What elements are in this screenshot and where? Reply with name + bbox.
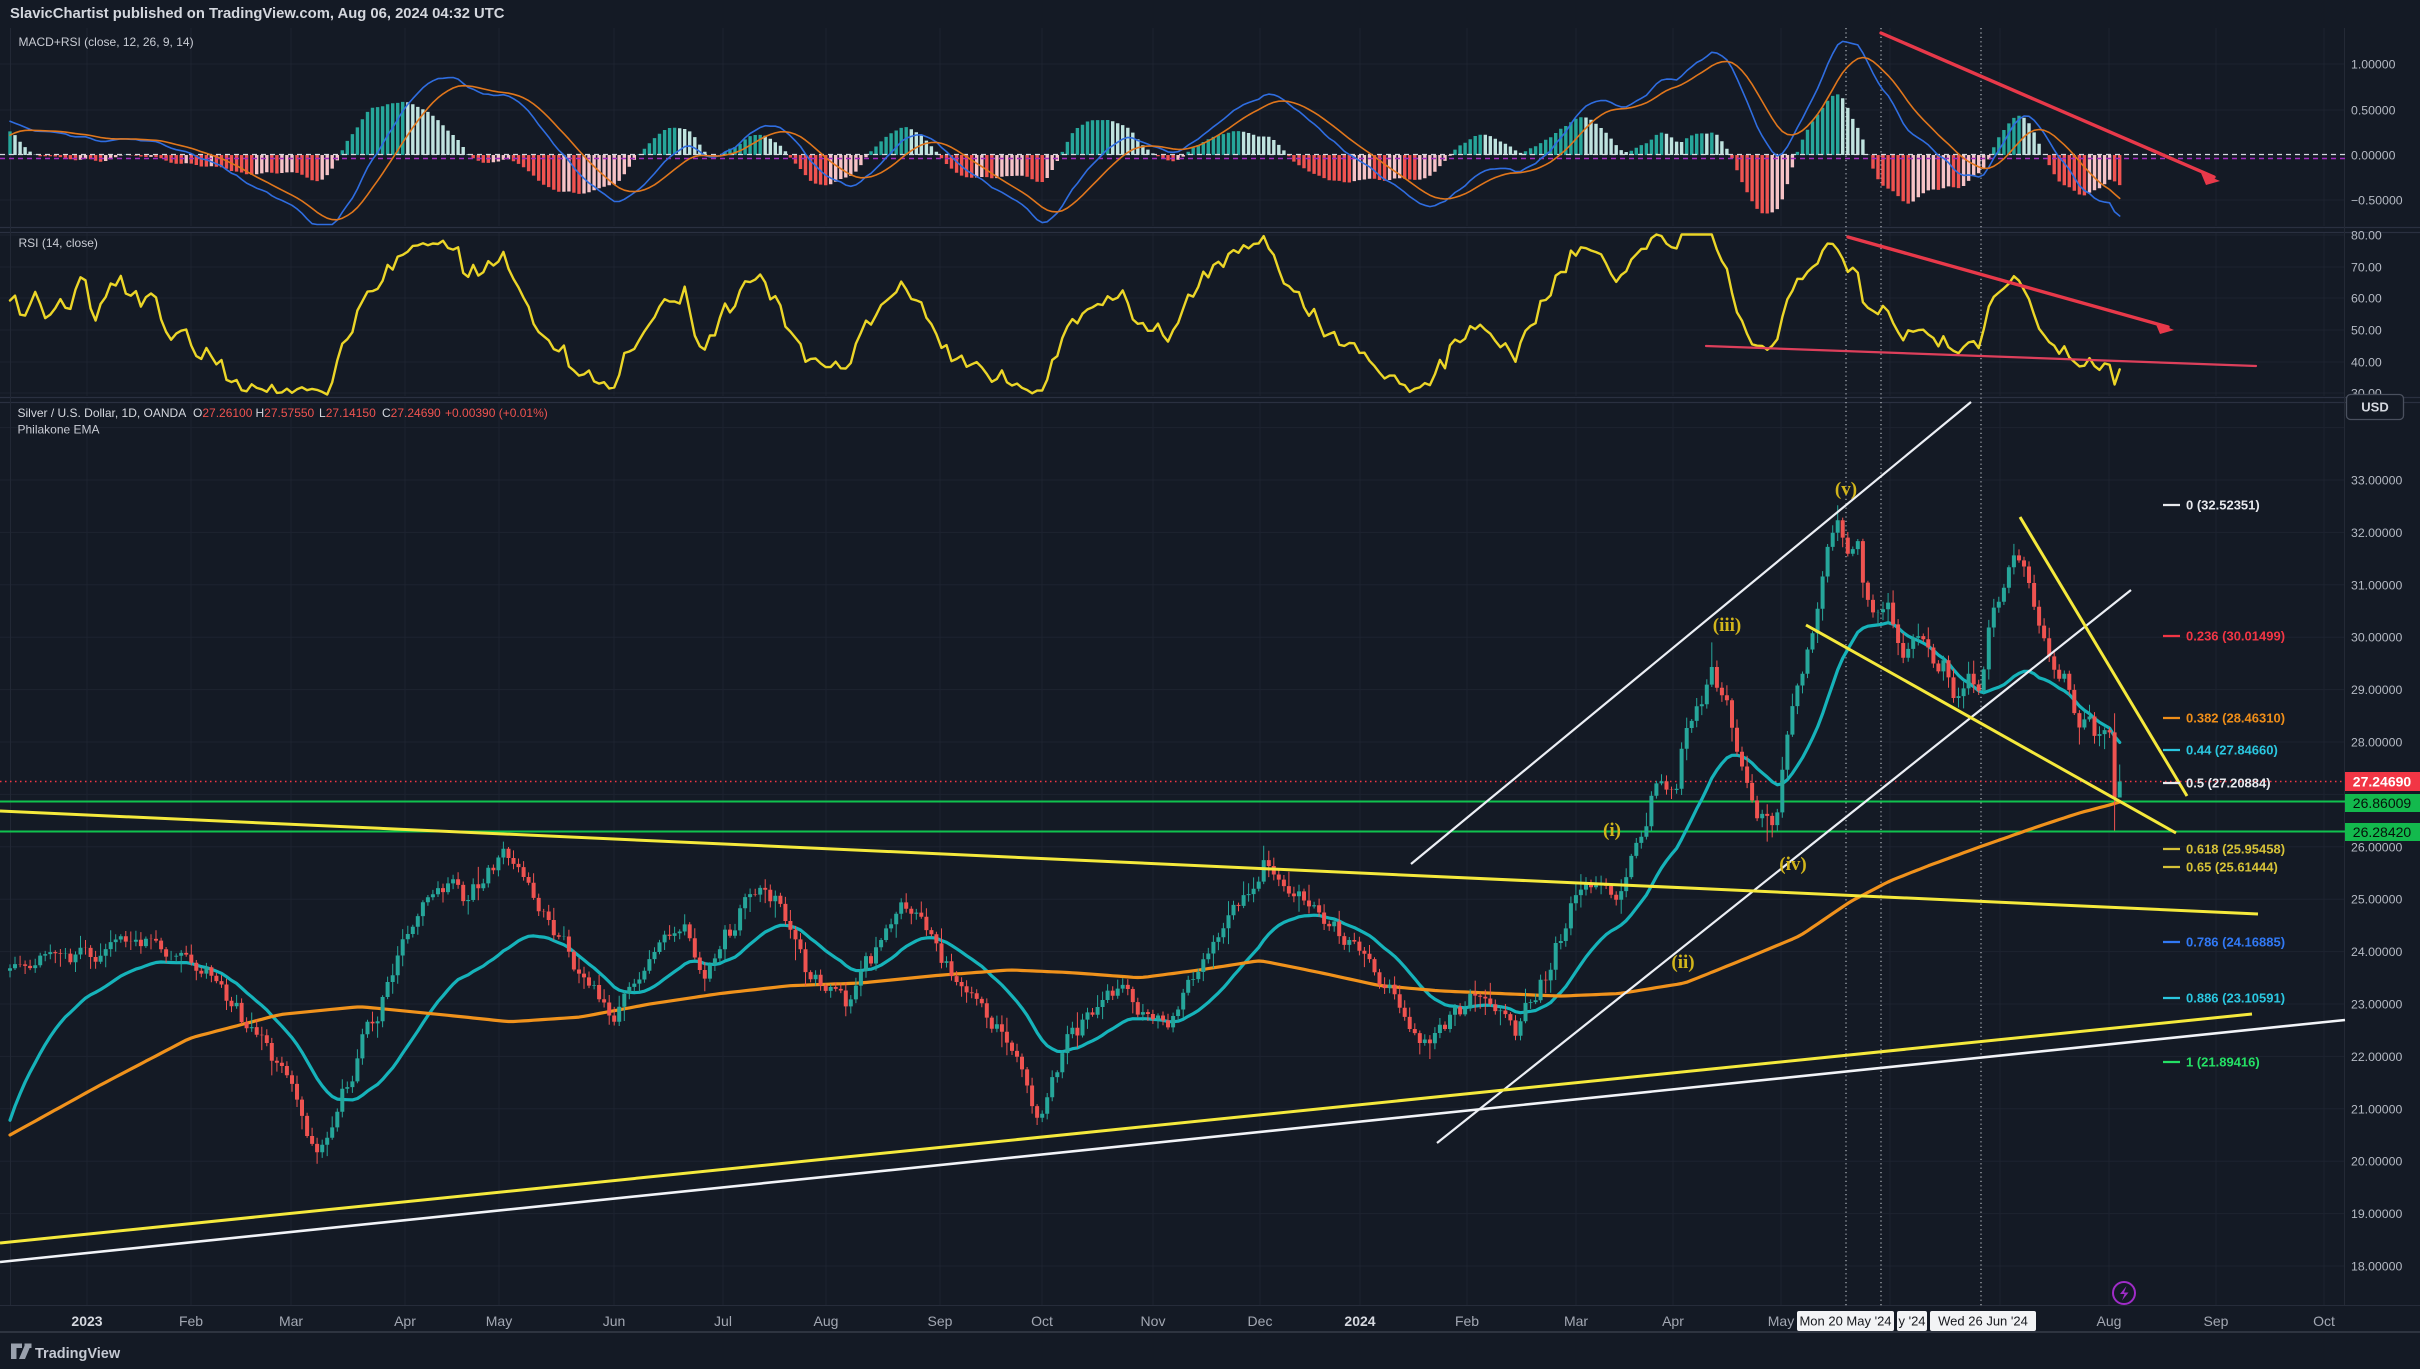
svg-text:H27.57550: H27.57550 xyxy=(256,406,315,420)
svg-text:60.00: 60.00 xyxy=(2351,292,2382,306)
svg-text:26.86009: 26.86009 xyxy=(2353,795,2412,811)
svg-text:0.00000: 0.00000 xyxy=(2351,149,2396,163)
svg-text:2024: 2024 xyxy=(1344,1313,1375,1329)
svg-text:−0.50000: −0.50000 xyxy=(2351,194,2403,208)
svg-text:(v): (v) xyxy=(1835,479,1857,500)
svg-text:0.786 (24.16885): 0.786 (24.16885) xyxy=(2186,935,2285,950)
svg-text:(i): (i) xyxy=(1603,820,1621,841)
svg-text:33.00000: 33.00000 xyxy=(2351,474,2402,488)
svg-text:0.65 (25.61444): 0.65 (25.61444) xyxy=(2186,860,2278,875)
svg-text:1.00000: 1.00000 xyxy=(2351,58,2396,72)
svg-text:26.28420: 26.28420 xyxy=(2353,824,2412,840)
svg-text:2023: 2023 xyxy=(71,1313,102,1329)
svg-text:(iv): (iv) xyxy=(1779,854,1806,875)
svg-text:18.00000: 18.00000 xyxy=(2351,1260,2402,1274)
svg-text:23.00000: 23.00000 xyxy=(2351,998,2402,1012)
svg-text:22.00000: 22.00000 xyxy=(2351,1050,2402,1064)
svg-text:Feb: Feb xyxy=(179,1313,203,1329)
svg-text:80.00: 80.00 xyxy=(2351,229,2382,243)
svg-text:0.886 (23.10591): 0.886 (23.10591) xyxy=(2186,991,2285,1006)
svg-text:Jun: Jun xyxy=(603,1313,626,1329)
svg-text:L27.14150: L27.14150 xyxy=(319,406,376,420)
svg-text:29.00000: 29.00000 xyxy=(2351,683,2402,697)
svg-text:C27.24690: C27.24690 xyxy=(382,406,441,420)
svg-text:RSI (14, close): RSI (14, close) xyxy=(19,236,98,250)
svg-text:Jul: Jul xyxy=(714,1313,732,1329)
svg-text:Dec: Dec xyxy=(1248,1313,1273,1329)
svg-text:0.618 (25.95458): 0.618 (25.95458) xyxy=(2186,842,2285,857)
svg-text:70.00: 70.00 xyxy=(2351,261,2382,275)
svg-text:24.00000: 24.00000 xyxy=(2351,945,2402,959)
svg-text:Feb: Feb xyxy=(1455,1313,1479,1329)
svg-text:O27.26100: O27.26100 xyxy=(193,406,253,420)
svg-text:Nov: Nov xyxy=(1141,1313,1166,1329)
svg-text:Mon 20 May '24: Mon 20 May '24 xyxy=(1799,1314,1891,1329)
svg-text:50.00: 50.00 xyxy=(2351,324,2382,338)
svg-text:32.00000: 32.00000 xyxy=(2351,526,2402,540)
svg-text:21.00000: 21.00000 xyxy=(2351,1102,2402,1116)
svg-text:28.00000: 28.00000 xyxy=(2351,736,2402,750)
svg-text:20.00000: 20.00000 xyxy=(2351,1155,2402,1169)
svg-text:Apr: Apr xyxy=(394,1313,416,1329)
svg-text:40.00: 40.00 xyxy=(2351,356,2382,370)
svg-text:May: May xyxy=(1768,1313,1794,1329)
svg-text:Mar: Mar xyxy=(1564,1313,1588,1329)
svg-text:0.50000: 0.50000 xyxy=(2351,104,2396,118)
svg-text:Silver / U.S. Dollar, 1D, OAND: Silver / U.S. Dollar, 1D, OANDA xyxy=(18,406,187,420)
svg-text:0.236 (30.01499): 0.236 (30.01499) xyxy=(2186,629,2285,644)
svg-text:USD: USD xyxy=(2361,400,2388,415)
svg-text:Aug: Aug xyxy=(2097,1313,2122,1329)
svg-text:Sep: Sep xyxy=(928,1313,953,1329)
svg-text:0.5 (27.20884): 0.5 (27.20884) xyxy=(2186,776,2271,791)
svg-text:30.00000: 30.00000 xyxy=(2351,631,2402,645)
svg-text:26.00000: 26.00000 xyxy=(2351,840,2402,854)
svg-text:Philakone EMA: Philakone EMA xyxy=(18,423,100,437)
svg-text:y '24: y '24 xyxy=(1898,1314,1925,1329)
svg-text:SlavicChartist published on Tr: SlavicChartist published on TradingView.… xyxy=(10,6,505,22)
svg-text:(iii): (iii) xyxy=(1713,615,1742,636)
svg-text:Aug: Aug xyxy=(814,1313,839,1329)
svg-text:+0.00390 (+0.01%): +0.00390 (+0.01%) xyxy=(445,406,548,420)
svg-text:0 (32.52351): 0 (32.52351) xyxy=(2186,498,2260,513)
svg-text:0.44 (27.84660): 0.44 (27.84660) xyxy=(2186,743,2278,758)
svg-text:19.00000: 19.00000 xyxy=(2351,1207,2402,1221)
svg-text:MACD+RSI (close, 12, 26, 9, 14: MACD+RSI (close, 12, 26, 9, 14) xyxy=(19,35,194,49)
svg-text:25.00000: 25.00000 xyxy=(2351,893,2402,907)
svg-text:Oct: Oct xyxy=(1031,1313,1053,1329)
svg-text:Wed 26 Jun '24: Wed 26 Jun '24 xyxy=(1938,1314,2028,1329)
svg-text:TradingView: TradingView xyxy=(35,1346,121,1362)
svg-text:31.00000: 31.00000 xyxy=(2351,578,2402,592)
svg-text:May: May xyxy=(486,1313,512,1329)
svg-text:0.382 (28.46310): 0.382 (28.46310) xyxy=(2186,711,2285,726)
svg-text:Mar: Mar xyxy=(279,1313,303,1329)
svg-text:Oct: Oct xyxy=(2313,1313,2335,1329)
svg-text:27.24690: 27.24690 xyxy=(2353,774,2412,790)
svg-text:Sep: Sep xyxy=(2204,1313,2229,1329)
svg-text:Apr: Apr xyxy=(1662,1313,1684,1329)
svg-text:1 (21.89416): 1 (21.89416) xyxy=(2186,1055,2260,1070)
svg-text:(ii): (ii) xyxy=(1671,952,1694,973)
